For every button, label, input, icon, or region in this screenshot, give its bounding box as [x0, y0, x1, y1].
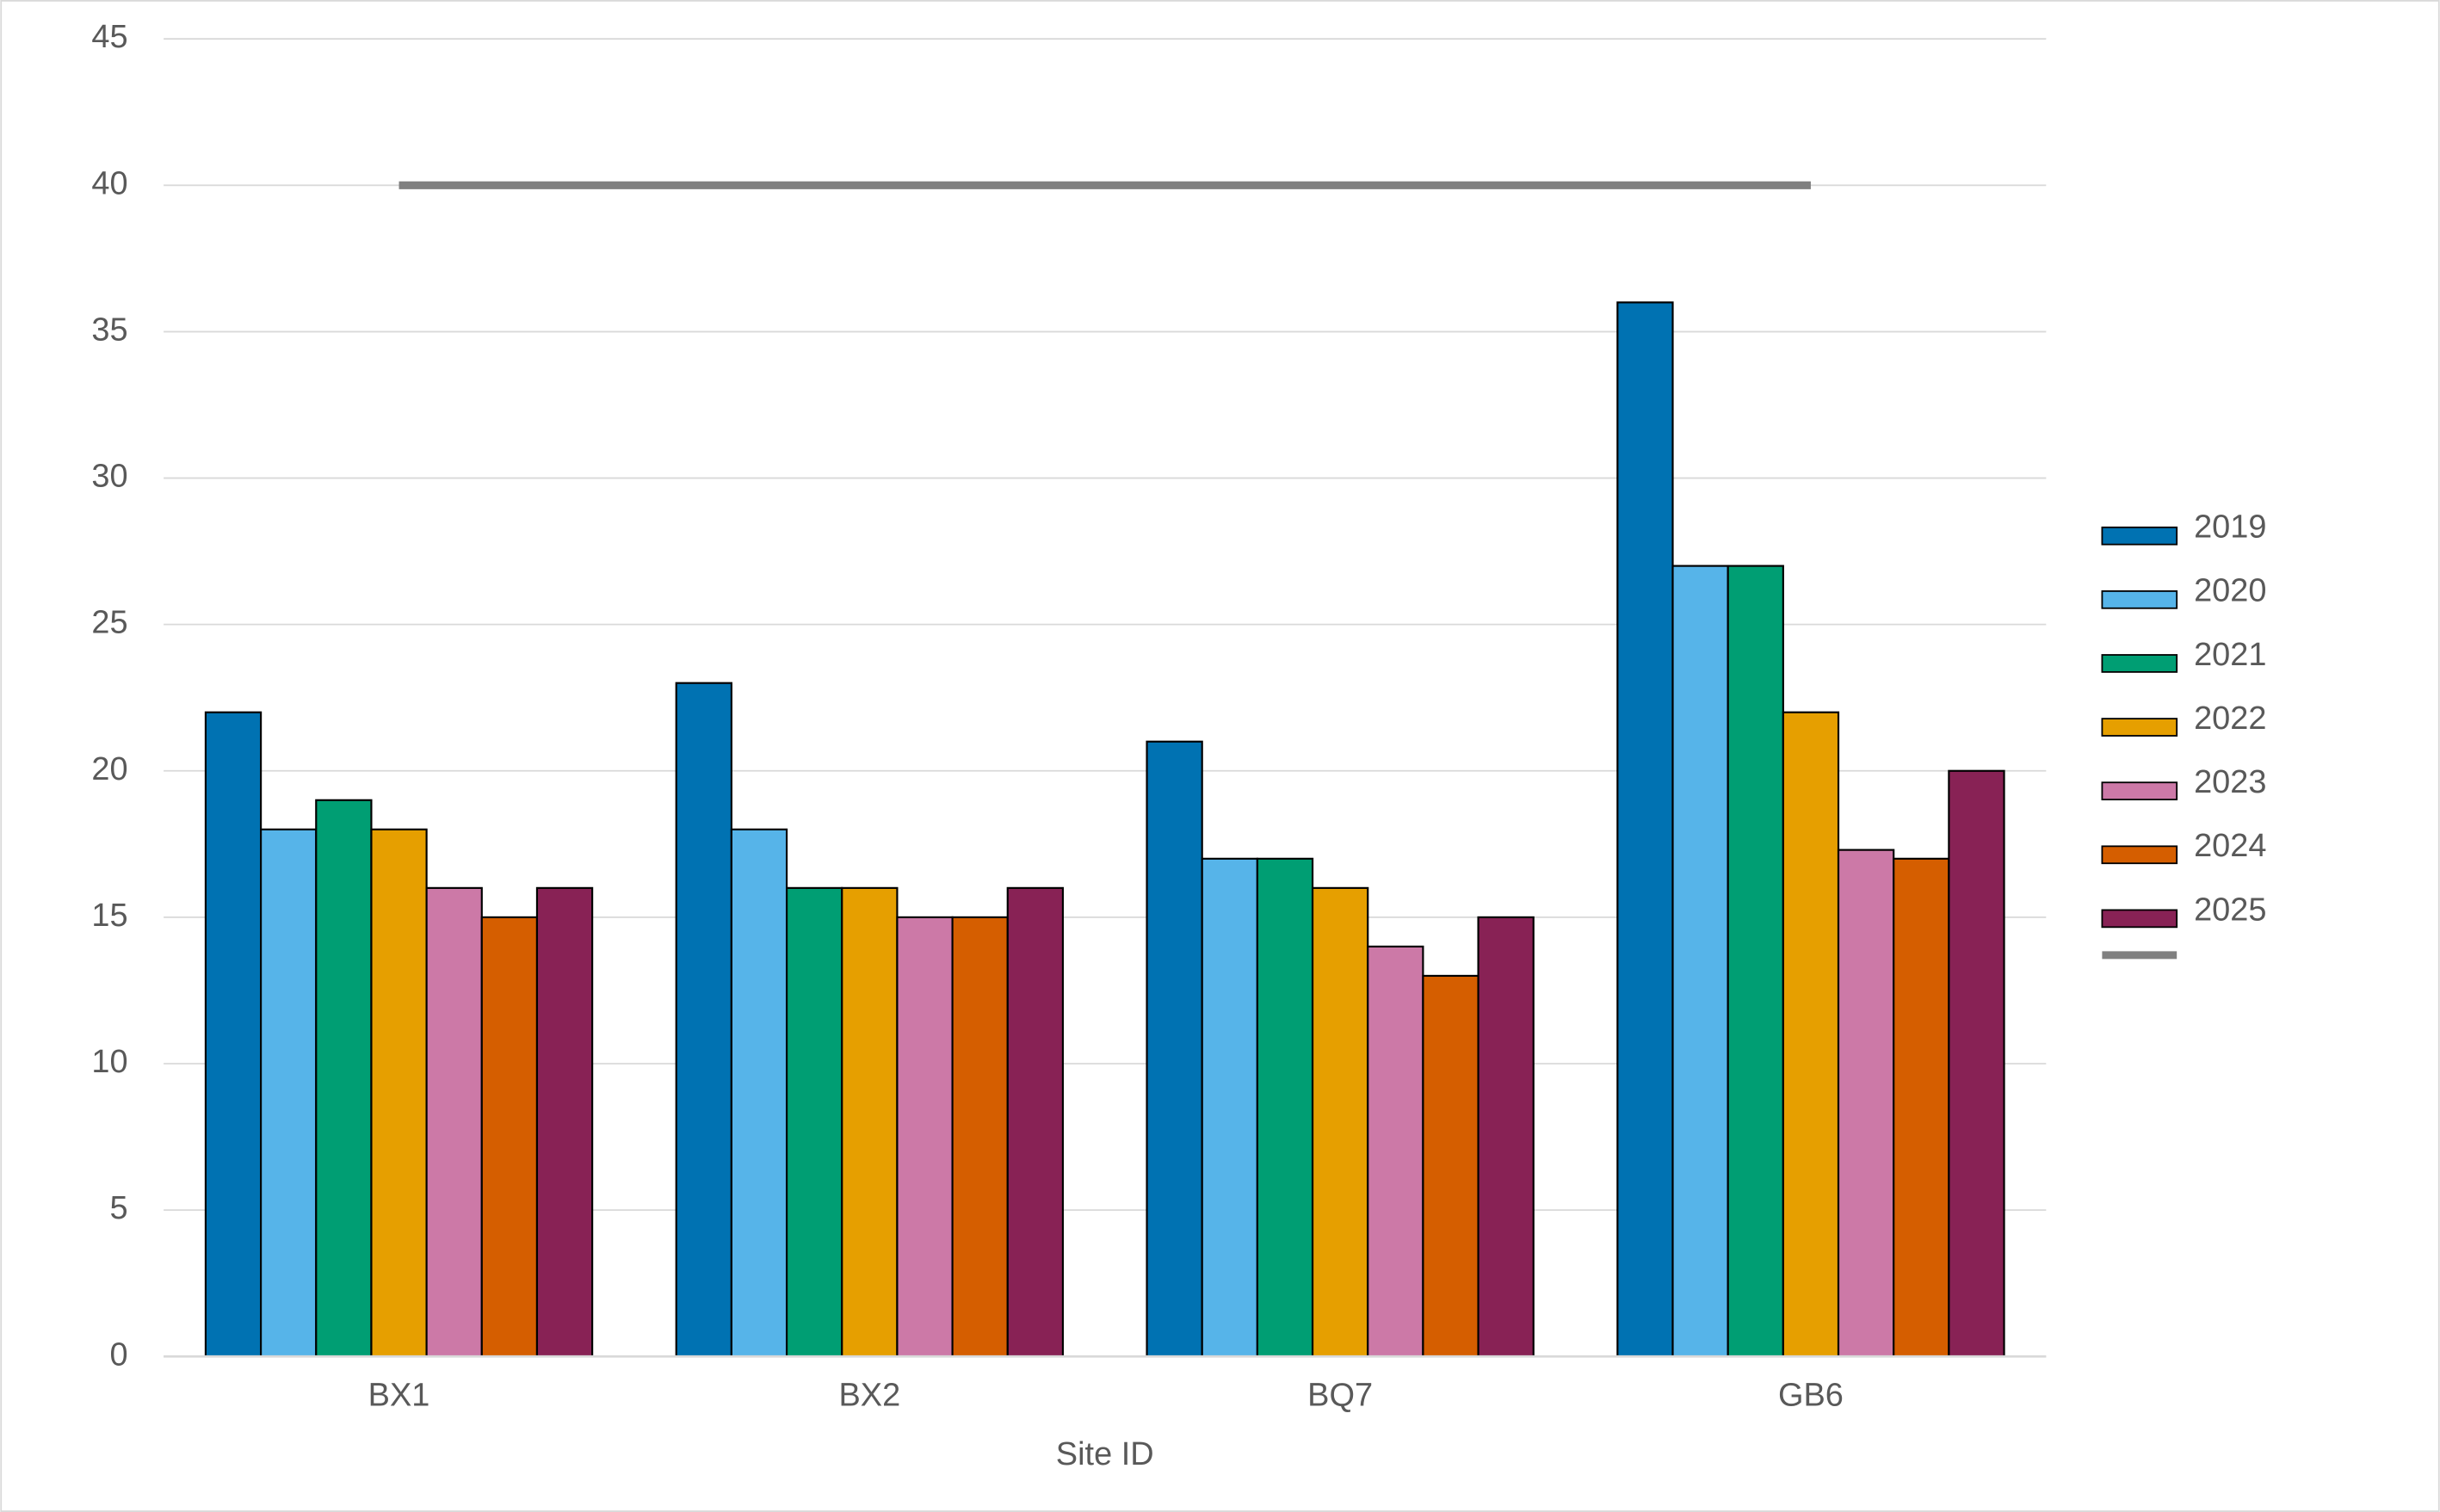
bar — [1948, 769, 2005, 1358]
y-tick-label: 40 — [91, 165, 127, 201]
bar — [370, 828, 428, 1358]
bar — [1893, 857, 1950, 1358]
bar — [315, 799, 373, 1358]
y-tick-label: 10 — [91, 1044, 127, 1080]
bar — [1422, 974, 1479, 1358]
bar — [1311, 886, 1369, 1358]
bar — [1256, 857, 1314, 1358]
y-tick-label: 25 — [91, 605, 127, 641]
bar — [1727, 565, 1784, 1358]
bar — [785, 886, 843, 1358]
x-tick-label: BX1 — [368, 1377, 430, 1413]
legend-swatch — [2101, 718, 2178, 737]
bar — [675, 682, 732, 1358]
bar — [1146, 740, 1203, 1358]
legend-label: 2022 — [2194, 700, 2266, 737]
y-tick-label: 30 — [91, 459, 127, 495]
legend-swatch — [2101, 845, 2178, 865]
y-tick-label: 35 — [91, 312, 127, 348]
legend-label: 2020 — [2194, 573, 2266, 609]
bar — [730, 828, 788, 1358]
bar — [1782, 711, 1840, 1358]
bar — [1006, 886, 1065, 1358]
bar — [1671, 565, 1729, 1358]
y-tick-label: 0 — [109, 1336, 127, 1373]
bar — [1367, 945, 1424, 1358]
y-tick-label: 45 — [91, 19, 127, 55]
legend-swatch — [2101, 526, 2178, 546]
bar — [951, 916, 1009, 1358]
bar — [1477, 916, 1535, 1358]
x-tick-label: BX2 — [838, 1377, 900, 1413]
legend-label: 2019 — [2194, 509, 2266, 546]
legend-label: 2023 — [2194, 764, 2266, 800]
legend-swatch — [2101, 654, 2178, 673]
bar — [1201, 857, 1258, 1358]
x-tick-label: GB6 — [1778, 1377, 1844, 1413]
legend-label: 2025 — [2194, 892, 2266, 928]
legend-label: 2021 — [2194, 637, 2266, 673]
x-axis-title: Site ID — [1056, 1436, 1154, 1472]
bar — [260, 828, 318, 1358]
y-tick-label: 15 — [91, 898, 127, 934]
bar — [1837, 849, 1895, 1358]
legend-swatch — [2101, 589, 2178, 609]
bar — [425, 886, 483, 1358]
y-tick-label: 5 — [109, 1190, 127, 1226]
bar — [841, 886, 899, 1358]
y-tick-label: 20 — [91, 751, 127, 787]
bar — [896, 916, 954, 1358]
legend-label: 2024 — [2194, 828, 2266, 864]
bar — [535, 886, 594, 1358]
x-tick-label: BQ7 — [1307, 1377, 1373, 1413]
bar — [480, 916, 539, 1358]
legend-swatch — [2101, 909, 2178, 929]
bar — [204, 711, 263, 1358]
legend-swatch — [2101, 781, 2178, 801]
bar — [1616, 301, 1674, 1358]
